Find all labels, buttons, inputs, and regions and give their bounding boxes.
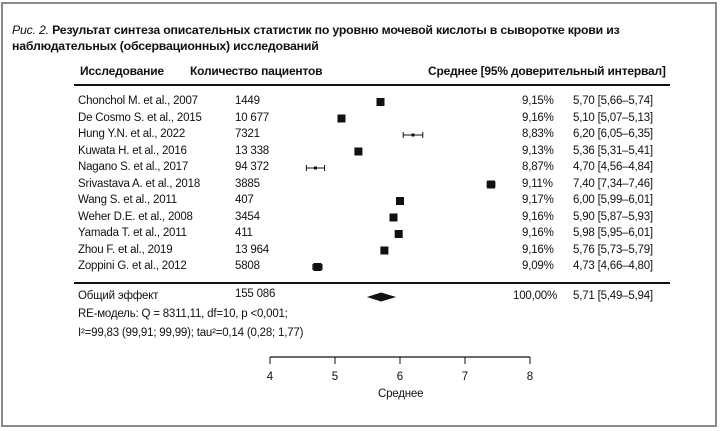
study-marker: [487, 180, 495, 189]
top-rule: [74, 84, 670, 86]
study-weight: 9,15%: [522, 95, 554, 107]
figure-caption: Рис. 2. Результат синтеза описательных с…: [12, 22, 712, 54]
study-marker: [314, 166, 317, 170]
study-weight: 9,17%: [522, 194, 554, 206]
study-ci: 5,76 [5,73–5,79]: [573, 243, 653, 256]
study-name: Srivastava A. et al., 2018: [78, 177, 201, 190]
study-ci: 6,00 [5,99–6,01]: [573, 194, 653, 206]
study-weight: 8,83%: [522, 128, 554, 140]
study-marker: [313, 263, 322, 271]
study-marker: [380, 246, 389, 255]
study-name: Weher D.E. et al., 2008: [78, 210, 193, 223]
header-patients: Количество пациентов: [190, 64, 323, 78]
study-ci: 5,90 [5,87–5,93]: [573, 210, 653, 223]
study-name: De Cosmo S. et al., 2015: [78, 111, 202, 124]
x-tick-label: 7: [462, 371, 468, 383]
patient-count: 7321: [235, 128, 260, 140]
study-marker: [411, 133, 415, 137]
study-name: Nagano S. et al., 2017: [78, 161, 189, 173]
study-weight: 9,16%: [522, 243, 554, 256]
study-marker: [394, 230, 403, 238]
patient-count: 13 338: [235, 144, 269, 157]
study-marker: [389, 213, 398, 222]
study-weight: 9,16%: [522, 227, 554, 239]
study-marker: [396, 197, 404, 205]
study-marker: [337, 114, 346, 123]
header-mean: Среднее [95% доверительный интервал]: [428, 64, 666, 78]
study-ci: 7,40 [7,34–7,46]: [573, 177, 653, 190]
x-tick-label: 5: [332, 371, 338, 383]
patient-count: 10 677: [235, 111, 269, 124]
study-weight: 8,87%: [522, 161, 554, 173]
caption-text: Результат синтеза описательных статистик…: [12, 23, 620, 53]
study-ci: 5,98 [5,95–6,01]: [573, 227, 653, 239]
study-ci: 5,70 [5,66–5,74]: [573, 95, 653, 107]
overall-diamond: [366, 292, 397, 302]
x-tick-label: 6: [397, 371, 403, 383]
study-name: Zoppini G. et al., 2012: [78, 260, 187, 272]
patient-count: 411: [235, 227, 253, 239]
study-name: Kuwata H. et al., 2016: [78, 144, 187, 157]
model-line-2: I²=99,83 (99,91; 99,99); tau²=0,14 (0,28…: [78, 327, 304, 339]
study-name: Zhou F. et al., 2019: [78, 243, 173, 256]
patient-count: 94 372: [235, 161, 269, 173]
overall-n: 155 086: [235, 288, 276, 300]
study-ci: 5,10 [5,07–5,13]: [573, 111, 653, 124]
patient-count: 1449: [235, 95, 260, 107]
study-weight: 9,13%: [522, 144, 554, 157]
study-marker: [354, 147, 363, 156]
x-tick-label: 4: [267, 371, 274, 383]
bottom-rule: [74, 282, 670, 284]
header-study: Исследование: [80, 64, 164, 78]
x-tick-label: 8: [527, 371, 533, 383]
patient-count: 5808: [235, 260, 260, 272]
patient-count: 3885: [235, 177, 260, 190]
model-line-1: RE-модель: Q = 8311,11, df=10, p <0,001;: [78, 308, 288, 320]
overall-weight: 100,00%: [513, 290, 557, 302]
overall-ci: 5,71 [5,49–5,94]: [573, 290, 653, 302]
study-ci: 4,70 [4,56–4,84]: [573, 161, 653, 173]
x-axis-label: Среднее: [378, 388, 424, 400]
patient-count: 407: [235, 194, 254, 206]
study-name: Chonchol M. et al., 2007: [78, 95, 198, 107]
study-weight: 9,16%: [522, 111, 554, 124]
caption-prefix: Рис. 2.: [12, 23, 49, 37]
study-marker: [376, 98, 385, 106]
study-weight: 9,11%: [522, 177, 553, 190]
study-name: Hung Y.N. et al., 2022: [78, 128, 186, 140]
overall-label: Общий эффект: [78, 290, 159, 302]
study-weight: 9,16%: [522, 210, 554, 223]
study-ci: 6,20 [6,05–6,35]: [573, 128, 653, 140]
study-weight: 9,09%: [522, 260, 554, 272]
patient-count: 13 964: [235, 243, 269, 256]
study-ci: 4,73 [4,66–4,80]: [573, 260, 653, 272]
patient-count: 3454: [235, 210, 260, 223]
study-name: Yamada T. et al., 2011: [78, 227, 187, 239]
study-ci: 5,36 [5,31–5,41]: [573, 144, 653, 157]
study-name: Wang S. et al., 2011: [78, 194, 177, 206]
